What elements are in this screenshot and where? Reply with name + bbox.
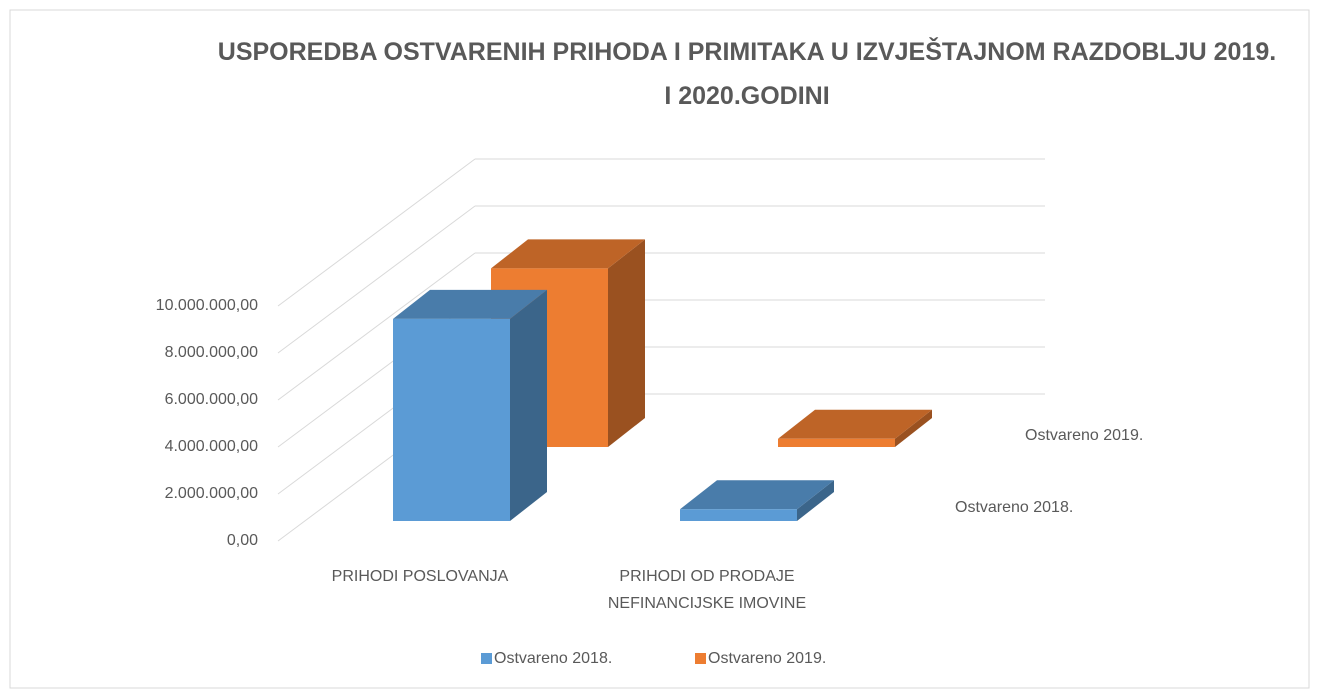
legend-label: Ostvareno 2019. <box>708 650 826 667</box>
legend-swatch <box>481 653 492 664</box>
chart-frame <box>9 9 1310 689</box>
legend-label: Ostvareno 2018. <box>494 650 612 667</box>
y-tick-label: 10.000.000,00 <box>156 297 258 314</box>
bar-top <box>491 239 645 269</box>
y-tick-label: 2.000.000,00 <box>165 485 259 502</box>
x-tick-label: PRIHODI POSLOVANJA <box>331 568 509 585</box>
x-tick-label: PRIHODI OD PRODAJE NEFINANCIJSKE IMOVINE <box>607 568 807 612</box>
bar <box>680 480 834 521</box>
series-axis-label: Ostvareno 2019. <box>1025 427 1143 444</box>
grid-line <box>277 158 476 307</box>
chart-title: USPOREDBA OSTVARENIH PRIHODA I PRIMITAKA… <box>217 38 1277 110</box>
bar-side <box>510 289 547 521</box>
bar-top <box>778 409 932 439</box>
bar-front <box>393 318 510 521</box>
series-axis-label: Ostvareno 2018. <box>955 499 1073 516</box>
bar <box>778 409 932 447</box>
y-tick-label: 0,00 <box>227 532 258 549</box>
bar-top <box>393 289 547 319</box>
bar-front <box>680 509 797 521</box>
grid-line <box>277 252 476 401</box>
y-tick-label: 6.000.000,00 <box>165 391 259 408</box>
bar <box>393 289 547 521</box>
legend-swatch <box>695 653 706 664</box>
bar-side <box>608 239 645 447</box>
bar-top <box>680 480 834 510</box>
bar-side <box>895 409 932 447</box>
y-tick-label: 8.000.000,00 <box>165 344 259 361</box>
bar-front <box>778 438 895 447</box>
bar-side <box>797 480 834 521</box>
grid-line <box>277 205 476 354</box>
y-tick-label: 4.000.000,00 <box>165 438 259 455</box>
